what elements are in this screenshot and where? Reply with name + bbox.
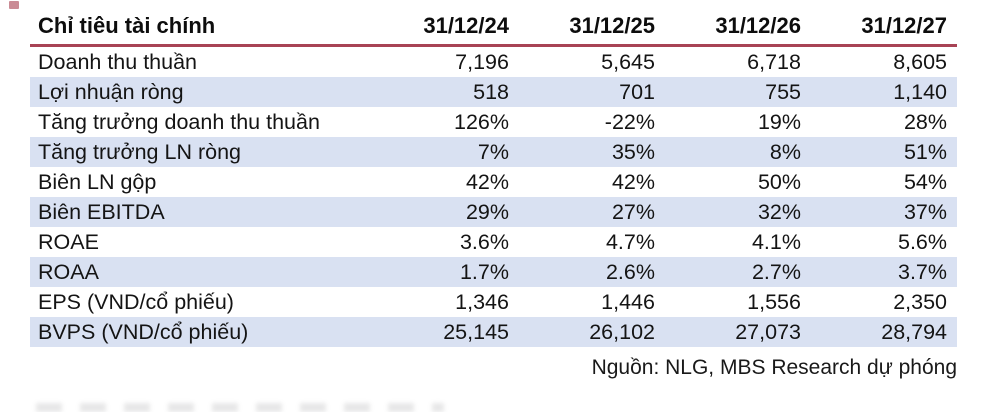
table-header-date-1: 31/12/24 — [372, 8, 519, 47]
source-attribution: Nguồn: NLG, MBS Research dự phóng — [591, 356, 957, 379]
table-row: Tăng trưởng doanh thu thuần 126% -22% 19… — [30, 107, 957, 137]
table-header-label: Chỉ tiêu tài chính — [30, 8, 373, 47]
row-value: 2,350 — [893, 289, 947, 314]
table-row: Biên LN gộp 42% 42% 50% 54% — [30, 167, 957, 197]
row-value: 1,140 — [893, 79, 947, 104]
row-label: Biên LN gộp — [38, 169, 157, 194]
row-value: 1,446 — [601, 289, 655, 314]
row-value: 3.6% — [459, 229, 509, 254]
row-value: 1.7% — [459, 259, 509, 284]
table-row: EPS (VND/cổ phiếu) 1,346 1,446 1,556 2,3… — [30, 287, 957, 317]
row-value: 2.6% — [605, 259, 655, 284]
row-value: -22% — [604, 109, 655, 134]
row-value: 42% — [465, 169, 509, 194]
table-header-row: Chỉ tiêu tài chính 31/12/24 31/12/25 31/… — [30, 8, 957, 47]
row-value: 54% — [903, 169, 947, 194]
row-value: 8,605 — [893, 49, 947, 74]
row-value: 5,645 — [601, 49, 655, 74]
page-edge-artifact — [9, 1, 19, 9]
table-header-date-3: 31/12/26 — [664, 8, 811, 47]
table-row: BVPS (VND/cổ phiếu) 25,145 26,102 27,073… — [30, 317, 957, 347]
row-label: ROAA — [38, 259, 99, 284]
row-value: 4.1% — [751, 229, 801, 254]
row-label: EPS (VND/cổ phiếu) — [38, 289, 234, 314]
cutoff-text-artifact — [36, 403, 444, 412]
row-value: 3.7% — [897, 259, 947, 284]
table-row: ROAE 3.6% 4.7% 4.1% 5.6% — [30, 227, 957, 257]
table-row: Doanh thu thuần 7,196 5,645 6,718 8,605 — [30, 46, 957, 78]
row-value: 26,102 — [589, 319, 655, 344]
table-row: Biên EBITDA 29% 27% 32% 37% — [30, 197, 957, 227]
row-value: 7,196 — [455, 49, 509, 74]
row-value: 126% — [453, 109, 509, 134]
table-row: Lợi nhuận ròng 518 701 755 1,140 — [30, 77, 957, 107]
row-value: 701 — [619, 79, 655, 104]
row-label: Biên EBITDA — [38, 199, 165, 224]
row-label: BVPS (VND/cổ phiếu) — [38, 319, 249, 344]
row-value: 1,556 — [747, 289, 801, 314]
row-value: 755 — [765, 79, 801, 104]
row-value: 27% — [611, 199, 655, 224]
row-label: ROAE — [38, 229, 99, 254]
row-value: 51% — [903, 139, 947, 164]
row-value: 42% — [611, 169, 655, 194]
financial-metrics-table: Chỉ tiêu tài chính 31/12/24 31/12/25 31/… — [30, 8, 957, 347]
row-value: 25,145 — [443, 319, 509, 344]
row-value: 37% — [903, 199, 947, 224]
row-value: 6,718 — [747, 49, 801, 74]
row-value: 50% — [757, 169, 801, 194]
row-value: 32% — [757, 199, 801, 224]
row-value: 7% — [477, 139, 509, 164]
row-label: Lợi nhuận ròng — [38, 79, 184, 104]
row-value: 28% — [903, 109, 947, 134]
row-label: Tăng trưởng doanh thu thuần — [38, 109, 320, 134]
row-value: 1,346 — [455, 289, 509, 314]
row-value: 2.7% — [751, 259, 801, 284]
row-value: 19% — [757, 109, 801, 134]
row-value: 35% — [611, 139, 655, 164]
table-header-date-2: 31/12/25 — [518, 8, 665, 47]
row-value: 4.7% — [605, 229, 655, 254]
row-value: 5.6% — [897, 229, 947, 254]
row-value: 8% — [769, 139, 801, 164]
row-value: 29% — [465, 199, 509, 224]
table-header-date-4: 31/12/27 — [810, 8, 957, 47]
row-value: 28,794 — [881, 319, 947, 344]
row-label: Tăng trưởng LN ròng — [38, 139, 241, 164]
row-label: Doanh thu thuần — [38, 49, 197, 74]
row-value: 27,073 — [735, 319, 801, 344]
table-row: Tăng trưởng LN ròng 7% 35% 8% 51% — [30, 137, 957, 167]
row-value: 518 — [473, 79, 509, 104]
table-row: ROAA 1.7% 2.6% 2.7% 3.7% — [30, 257, 957, 287]
